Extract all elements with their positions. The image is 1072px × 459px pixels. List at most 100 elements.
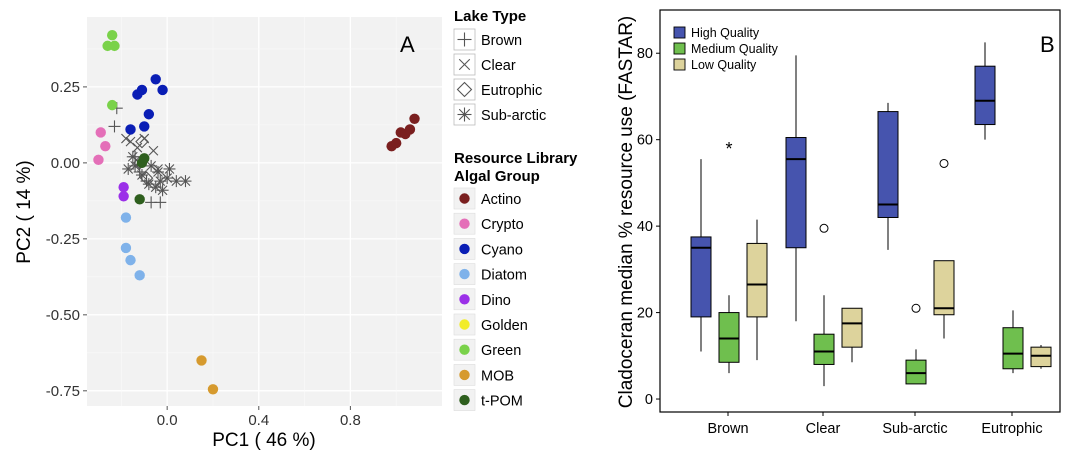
box-medium-quality-clear: [813, 223, 835, 387]
legend-label: High Quality: [691, 26, 760, 40]
y-tick-label: 60: [637, 133, 653, 149]
panel-b-tag: B: [1040, 32, 1055, 57]
legend-swatch-crypto: [459, 218, 470, 229]
point-mob: [207, 384, 219, 395]
panel-b-boxplot: 0 20 40 60 80 * Brown Clear Sub-arctic Eutrophi…: [616, 9, 1061, 437]
legend-swatch-green: [459, 344, 470, 355]
box-body: [718, 312, 740, 363]
point-green: [106, 30, 118, 41]
legend-title-line: Resource Library: [454, 150, 578, 167]
legend-title-line: Algal Group: [454, 168, 540, 185]
y-tick-label: 80: [637, 46, 653, 62]
lake-marker-asterisk: [163, 162, 176, 175]
panel-a-legend: Lake Type BrownClearEutrophicSub-arctic …: [453, 8, 578, 411]
y-tick-label: 0.25: [51, 79, 80, 96]
box-medium-quality-eutrophic: [1002, 310, 1024, 374]
x-tick-label: 0.0: [157, 412, 178, 429]
box-low-quality-sub-arctic: [933, 158, 955, 339]
x-tick-label: 0.4: [248, 412, 269, 429]
legend-label: Golden: [481, 318, 528, 334]
legend-label: Cyano: [481, 242, 523, 258]
panel-a-y-ticks: 0.25 0.00 -0.25 -0.50 -0.75: [46, 79, 87, 400]
legend-label: Medium Quality: [691, 42, 779, 56]
x-tick-label: 0.8: [340, 412, 361, 429]
legend-label: Low Quality: [691, 58, 757, 72]
box-low-quality-eutrophic: [1030, 345, 1052, 369]
box-medium-quality-sub-arctic: [905, 303, 927, 385]
lake-marker-asterisk: [179, 175, 192, 188]
panel-a-x-axis-label: PC1 ( 46 %): [212, 430, 315, 451]
lake-type-legend-items: Brown Clear Eutrophic Sub-arctic: [453, 28, 546, 126]
point-diatom: [134, 270, 145, 281]
x-tick-label: Eutrophic: [981, 421, 1042, 437]
legend-swatch-golden: [459, 319, 470, 330]
lake-marker-cross: [121, 133, 131, 144]
legend-swatch-cyano: [459, 243, 470, 255]
x-tick-label: Brown: [707, 421, 748, 437]
box-high-quality-eutrophic: [974, 42, 996, 140]
box-medium-quality-brown: *: [718, 139, 740, 374]
legend-cross-icon: [458, 58, 471, 71]
panel-a-points: [93, 30, 420, 395]
point-mob: [196, 355, 207, 366]
legend-label: Clear: [481, 58, 516, 74]
legend-swatch-low-quality: [673, 58, 686, 71]
legend-swatch-diatom: [459, 268, 470, 280]
y-tick-label: 20: [637, 306, 653, 322]
legend-swatch-dino: [459, 294, 470, 305]
lake-marker-asterisk: [152, 165, 164, 178]
legend-label: Dino: [481, 293, 511, 309]
point-diatom: [125, 254, 136, 266]
point-cyano: [136, 84, 148, 96]
panel-a-grid: [87, 17, 442, 406]
outlier-asterisk: *: [725, 139, 732, 159]
legend-diamond-icon: [456, 81, 473, 98]
box-body: [933, 260, 955, 316]
point-actino: [409, 113, 420, 125]
x-tick-label: Clear: [806, 421, 841, 437]
legend-swatch-actino: [459, 193, 470, 204]
point-cyano: [143, 109, 155, 120]
panel-a-tag: A: [400, 32, 415, 57]
outlier-circle: [819, 223, 829, 233]
box-body: [905, 359, 927, 385]
point-actino: [390, 137, 402, 149]
legend-label: Crypto: [481, 217, 524, 233]
y-tick-label: 0.00: [51, 155, 80, 172]
point-crypto: [93, 154, 104, 166]
panel-a-plot-background: [87, 17, 442, 406]
point-crypto: [95, 127, 106, 138]
lake-marker-diamond: [135, 134, 149, 149]
point-cyano: [139, 121, 150, 132]
lake-type-legend-title: Lake Type: [454, 8, 526, 25]
panel-a-scatter: 0.25 0.00 -0.25 -0.50 -0.75 0.0 0.4 0.8 PC1 ( …: [14, 17, 442, 451]
y-tick-label: -0.75: [46, 383, 80, 400]
outlier-circle: [939, 158, 949, 168]
box-body: [690, 236, 712, 318]
box-low-quality-brown: [746, 219, 768, 361]
lake-marker-asterisk: [161, 172, 174, 185]
panel-a-x-ticks: 0.0 0.4 0.8: [157, 406, 361, 429]
y-tick-label: 40: [637, 219, 653, 235]
point-crypto: [100, 140, 111, 152]
point-t-pom: [134, 194, 145, 205]
legend-swatch-t-pom: [459, 394, 470, 406]
panel-b-y-ticks: 0 20 40 60 80: [637, 46, 660, 408]
point-green: [106, 99, 118, 111]
x-tick-label: Sub-arctic: [882, 421, 947, 437]
lake-marker-cross: [125, 136, 136, 147]
y-tick-label: -0.50: [46, 307, 80, 324]
panel-b-boxes: *: [690, 42, 1052, 387]
panel-b-y-axis-label: Cladoceran median % resource use (FASTAR…: [616, 16, 637, 408]
y-tick-label: -0.25: [46, 231, 80, 248]
box-low-quality-clear: [841, 307, 863, 363]
lake-marker-plus: [108, 120, 121, 133]
box-high-quality-brown: [690, 159, 712, 352]
point-t-pom: [139, 153, 150, 164]
box-body: [746, 242, 768, 318]
point-dino: [118, 191, 129, 202]
point-dino: [118, 181, 129, 193]
point-cyano: [157, 84, 168, 96]
box-body: [813, 333, 835, 365]
